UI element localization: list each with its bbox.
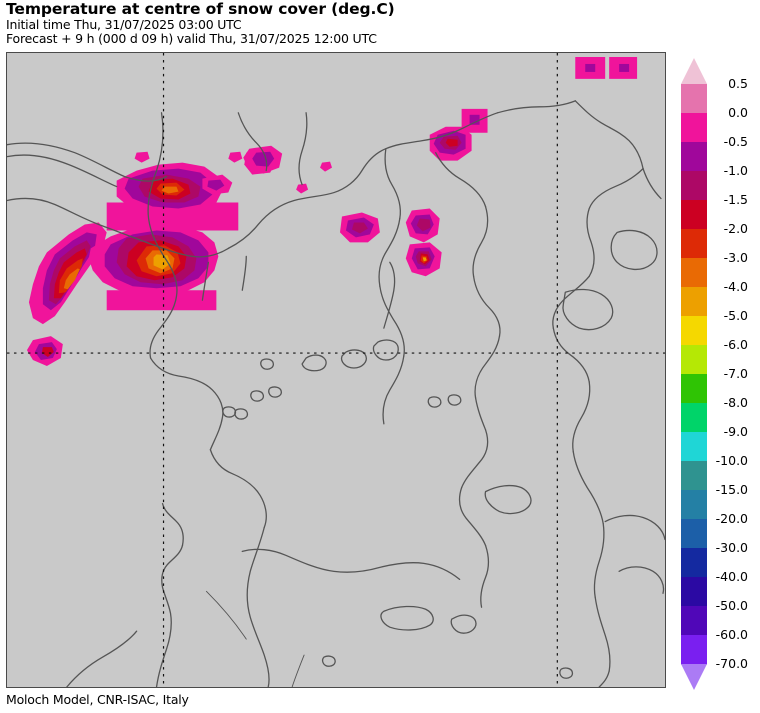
colorbar-band bbox=[681, 287, 707, 317]
forecast-valid-line: Forecast + 9 h (000 d 09 h) valid Thu, 3… bbox=[6, 31, 377, 46]
colorbar-swatches bbox=[681, 58, 707, 690]
colorbar-tick-label: -1.5 bbox=[723, 192, 748, 207]
header: Temperature at centre of snow cover (deg… bbox=[6, 0, 706, 46]
initial-time-line: Initial time Thu, 31/07/2025 03:00 UTC bbox=[6, 17, 242, 32]
map-background bbox=[7, 53, 665, 687]
colorbar-band bbox=[681, 577, 707, 607]
colorbar-tick-label: -60.0 bbox=[715, 627, 748, 642]
colorbar-under-arrow bbox=[681, 664, 707, 690]
colorbar-band bbox=[681, 461, 707, 491]
field-region-western-alps-ridge bbox=[28, 222, 107, 325]
colorbar-band bbox=[681, 490, 707, 520]
map-frame[interactable] bbox=[6, 52, 666, 688]
colorbar-tick-label: -0.5 bbox=[723, 134, 748, 149]
colorbar-tick-label: -1.0 bbox=[723, 163, 748, 178]
colorbar-band bbox=[681, 113, 707, 143]
colorbar-band bbox=[681, 171, 707, 201]
colorbar-band bbox=[681, 635, 707, 665]
map-boundaries bbox=[7, 100, 665, 687]
colorbar-over-arrow bbox=[681, 58, 707, 84]
colorbar-tick-label: -9.0 bbox=[723, 424, 748, 439]
colorbar-tick-label: -20.0 bbox=[715, 511, 748, 526]
colorbar-band bbox=[681, 432, 707, 462]
field-region-graian-alps bbox=[88, 224, 219, 311]
colorbar-tick-label: -6.0 bbox=[723, 337, 748, 352]
field-region-scattered-cells bbox=[134, 151, 333, 194]
colorbar-tick-label: -4.0 bbox=[723, 279, 748, 294]
colorbar-tick-labels: 0.5 0.0 -0.5 -1.0 -1.5 -2.0 -3.0 -4.0 -5.0 -6.0 -7… bbox=[712, 58, 760, 690]
field-region-ortles-patch bbox=[339, 212, 380, 243]
colorbar-tick-label: -8.0 bbox=[723, 395, 748, 410]
colorbar-band bbox=[681, 142, 707, 172]
colorbar-tick-label: -15.0 bbox=[715, 482, 748, 497]
colorbar-tick-label: 0.0 bbox=[728, 105, 748, 120]
colorbar-band bbox=[681, 519, 707, 549]
field-region-bernina-patch bbox=[243, 145, 283, 174]
colorbar-tick-label: -2.0 bbox=[723, 221, 748, 236]
colorbar-band bbox=[681, 316, 707, 346]
colorbar-band bbox=[681, 403, 707, 433]
colorbar bbox=[681, 58, 707, 690]
page-title: Temperature at centre of snow cover (deg… bbox=[6, 0, 395, 18]
field-region-dolomites-patch bbox=[405, 242, 442, 277]
colorbar-band bbox=[681, 84, 707, 114]
colorbar-band bbox=[681, 229, 707, 259]
colorbar-tick-label: -5.0 bbox=[723, 308, 748, 323]
colorbar-band bbox=[681, 345, 707, 375]
colorbar-tick-label: -3.0 bbox=[723, 250, 748, 265]
temperature-field-layer bbox=[26, 56, 638, 367]
colorbar-band bbox=[681, 548, 707, 578]
colorbar-band bbox=[681, 258, 707, 288]
colorbar-tick-label: -30.0 bbox=[715, 540, 748, 555]
colorbar-tick-label: -10.0 bbox=[715, 453, 748, 468]
colorbar-band bbox=[681, 200, 707, 230]
colorbar-tick-label: 0.5 bbox=[728, 76, 748, 91]
attribution: Moloch Model, CNR-ISAC, Italy bbox=[6, 692, 189, 707]
field-region-maritime-alps-patch bbox=[26, 336, 63, 367]
colorbar-tick-label: -70.0 bbox=[715, 656, 748, 671]
colorbar-tick-label: -7.0 bbox=[723, 366, 748, 381]
colorbar-band bbox=[681, 606, 707, 636]
map-canvas bbox=[7, 53, 665, 687]
colorbar-band bbox=[681, 374, 707, 404]
field-region-hohe-tauern-a bbox=[575, 56, 606, 79]
colorbar-tick-label: -50.0 bbox=[715, 598, 748, 613]
field-region-adamello-patch bbox=[405, 208, 440, 243]
field-region-hohe-tauern-b bbox=[609, 56, 638, 79]
map-gridlines bbox=[7, 53, 665, 687]
colorbar-tick-label: -40.0 bbox=[715, 569, 748, 584]
